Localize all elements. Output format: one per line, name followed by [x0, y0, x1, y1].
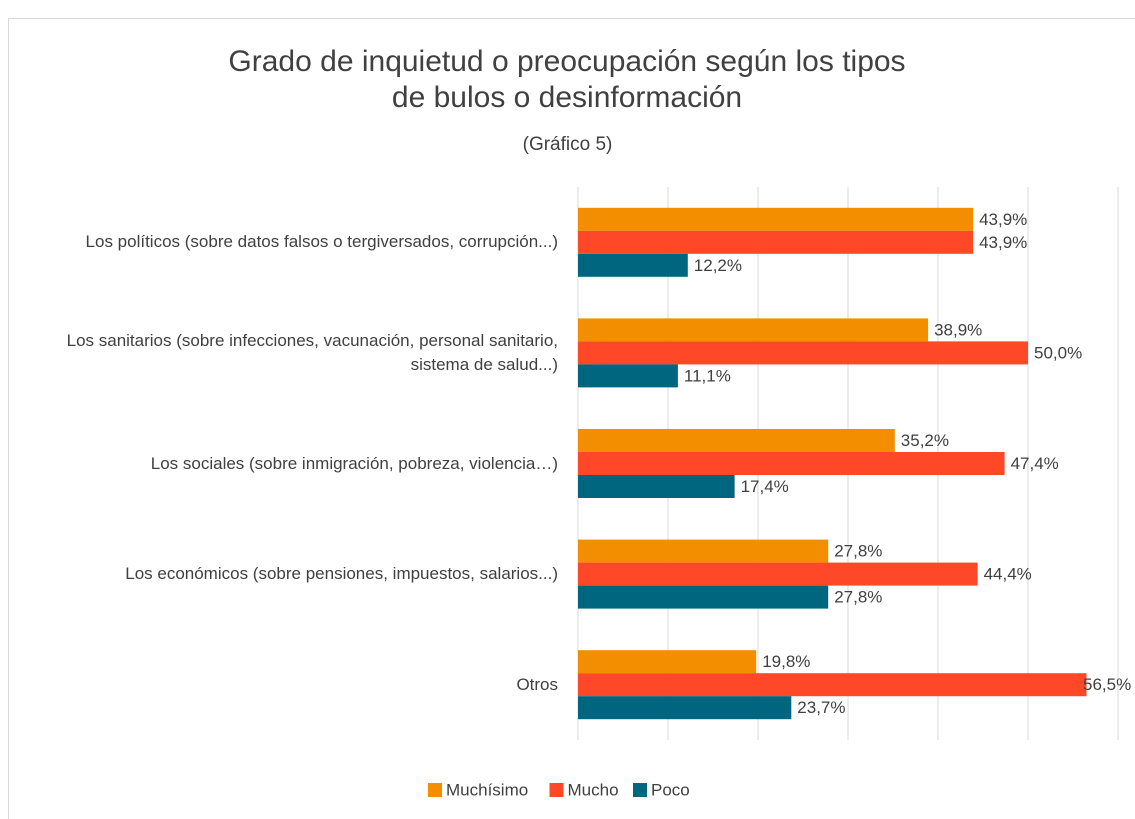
- value-label: 17,4%: [741, 477, 789, 496]
- chart-subtitle: (Gráfico 5): [522, 134, 613, 155]
- legend-label: Mucho: [568, 780, 619, 799]
- value-label: 23,7%: [797, 698, 845, 717]
- legend-swatch: [428, 783, 442, 797]
- value-label: 43,9%: [979, 210, 1027, 229]
- value-label: 38,9%: [934, 320, 982, 339]
- bar: [578, 341, 1028, 365]
- value-label: 27,8%: [834, 588, 882, 607]
- bar: [578, 230, 974, 254]
- value-label: 47,4%: [1011, 454, 1059, 473]
- bar: [578, 318, 929, 342]
- bar: [578, 207, 974, 231]
- legend-label: Poco: [651, 780, 690, 799]
- value-label: 44,4%: [984, 565, 1032, 584]
- value-label: 56,5%: [1083, 675, 1131, 694]
- bar: [578, 650, 757, 674]
- legend-label: Muchísimo: [446, 780, 528, 799]
- value-label: 12,2%: [694, 256, 742, 275]
- category-label: Los sociales (sobre inmigración, pobreza…: [150, 453, 558, 473]
- category-label: Los políticos (sobre datos falsos o terg…: [85, 232, 558, 252]
- value-label: 27,8%: [834, 542, 882, 561]
- bar: [578, 475, 735, 498]
- value-label: 43,9%: [979, 233, 1027, 252]
- value-label: 11,1%: [684, 366, 731, 385]
- category-label: Otros: [516, 674, 558, 694]
- chart-title: Grado de inquietud o preocupación según …: [228, 45, 906, 114]
- bar: [578, 585, 829, 609]
- bar: [578, 253, 688, 277]
- category-label: Los económicos (sobre pensiones, impuest…: [125, 564, 558, 584]
- bar: [578, 562, 978, 586]
- bar: [578, 364, 678, 388]
- bar: [578, 429, 895, 452]
- bar: [578, 452, 1005, 475]
- legend-swatch: [549, 783, 564, 797]
- bar: [578, 696, 792, 720]
- bar: [578, 539, 829, 563]
- value-label: 35,2%: [901, 431, 949, 450]
- value-label: 19,8%: [762, 652, 810, 671]
- category-label: Los sanitarios (sobre infecciones, vacun…: [66, 330, 558, 374]
- legend-swatch: [633, 783, 647, 797]
- value-label: 50,0%: [1034, 343, 1082, 362]
- bar: [578, 673, 1087, 697]
